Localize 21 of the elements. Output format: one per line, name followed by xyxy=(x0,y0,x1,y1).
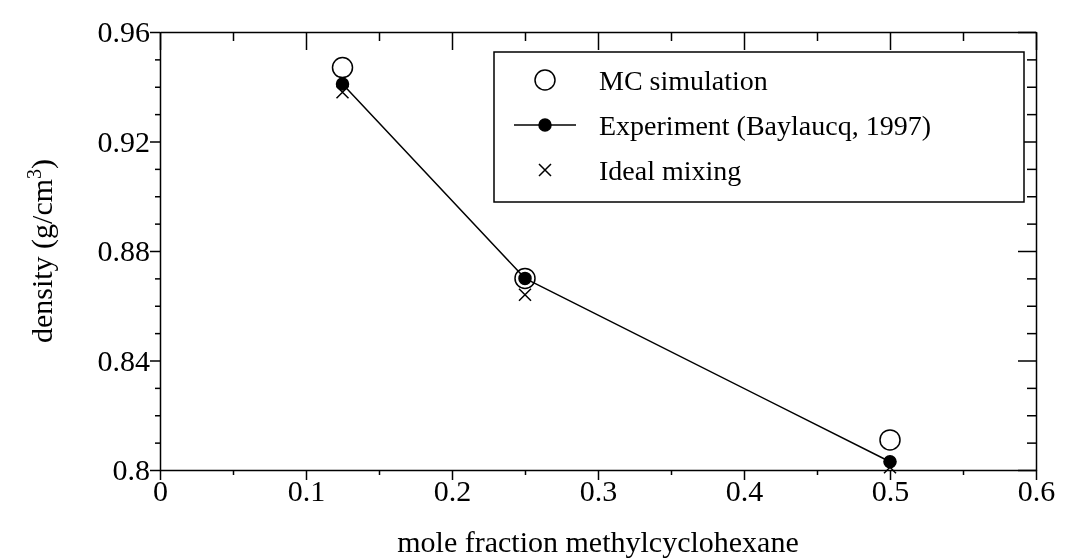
legend-label: Ideal mixing xyxy=(599,155,742,186)
point xyxy=(335,85,350,99)
y-tick-label: 0.8 xyxy=(112,453,150,487)
x-axis-title: mole fraction methylcyclohexane xyxy=(397,525,799,558)
y-tick-label: 0.92 xyxy=(97,124,150,158)
y-tick-label: 0.96 xyxy=(97,15,150,49)
point xyxy=(879,429,901,451)
x-tick-label: 0.6 xyxy=(1017,474,1056,508)
legend-label: Experiment (Baylaucq, 1997) xyxy=(599,110,932,141)
point xyxy=(331,56,354,79)
x-tick-label: 0.2 xyxy=(433,474,472,508)
legend-label: MC simulation xyxy=(599,65,768,96)
point xyxy=(883,460,897,475)
y-tick-label: 0.84 xyxy=(97,343,150,377)
x-tick-label: 0 xyxy=(153,474,168,508)
x-tick-label: 0.4 xyxy=(725,474,764,508)
x-tick-label: 0.3 xyxy=(579,474,618,508)
y-tick-label: 0.88 xyxy=(97,234,150,268)
point xyxy=(518,288,532,302)
x-tick-label: 0.5 xyxy=(871,474,910,508)
x-tick-label: 0.1 xyxy=(287,474,326,508)
